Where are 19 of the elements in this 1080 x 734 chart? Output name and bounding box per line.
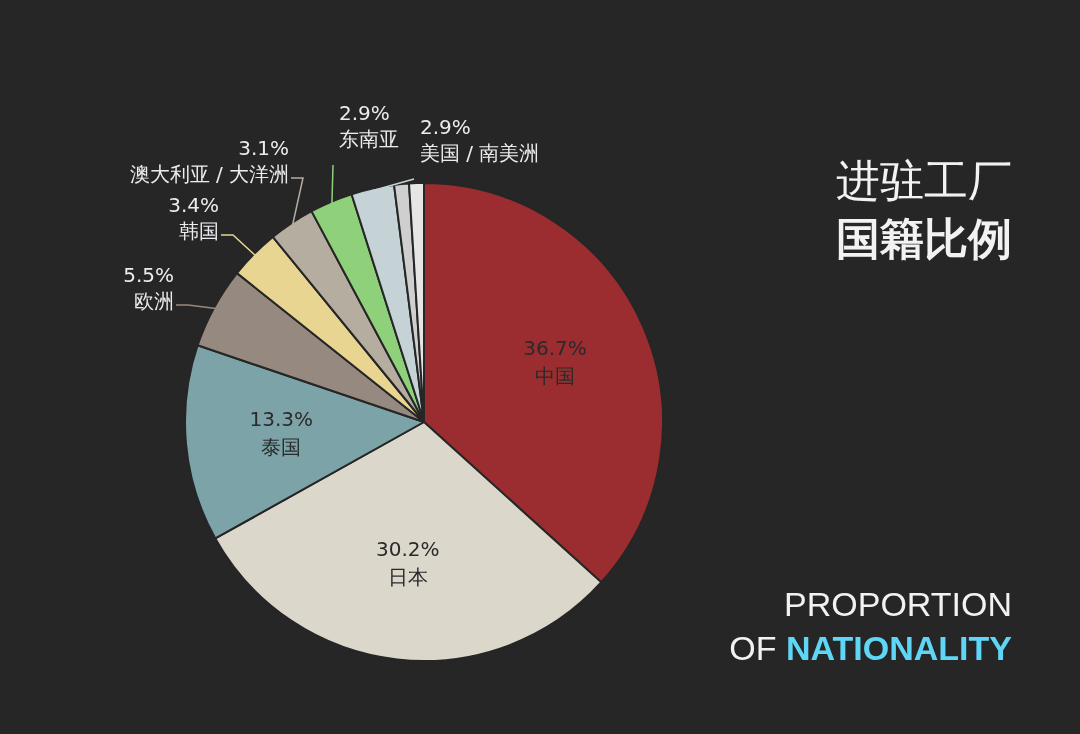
data-label: 30.2% <box>376 536 440 561</box>
slice-label: 日本 <box>387 564 428 589</box>
data-label: 13.3% <box>249 407 313 432</box>
data-label: 3.4% <box>168 193 219 218</box>
text: 国籍比例 <box>836 212 1012 266</box>
slice-label: 欧洲 <box>134 289 174 314</box>
slice-label: 东南亚 <box>339 127 399 152</box>
text: PROPORTION OF NATIONALITY <box>729 584 1012 669</box>
text: 进驻工厂 <box>836 154 1012 208</box>
slice-label: 美国 / 南美洲 <box>420 141 540 166</box>
data-label: 2.9% <box>339 101 390 126</box>
slice-label: 澳大利亚 / 大洋洲 <box>129 162 289 187</box>
slice-label: 泰国 <box>261 435 302 460</box>
data-label: 36.7% <box>523 336 587 361</box>
data-label: 2.9% <box>420 115 471 140</box>
data-label: 5.5% <box>123 263 174 288</box>
slice-label: 中国 <box>535 364 576 389</box>
slice-label: 韩国 <box>179 219 219 244</box>
data-label: 3.1% <box>238 136 289 161</box>
